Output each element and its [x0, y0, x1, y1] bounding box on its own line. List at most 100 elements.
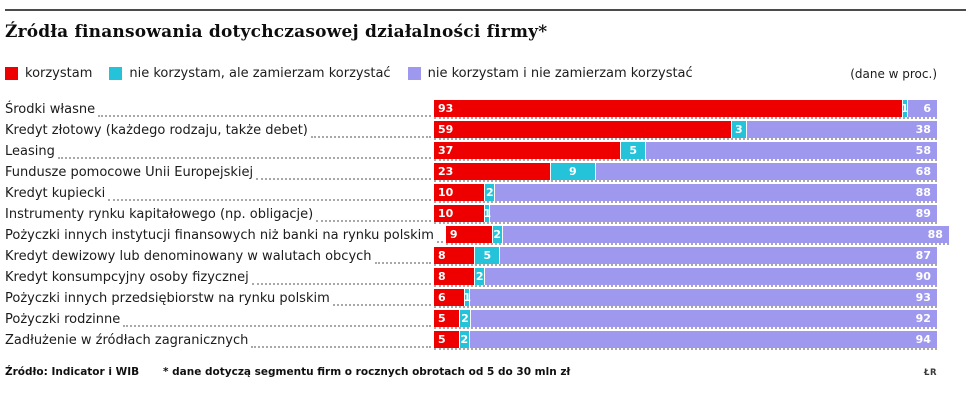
segment-value: 93	[915, 291, 931, 304]
chart-row: Kredyt dewizowy lub denominowany w walut…	[5, 247, 937, 268]
segment-value: 1	[463, 291, 472, 304]
segment-value: 2	[485, 186, 494, 199]
legend: korzystam nie korzystam, ale zamierzam ko…	[5, 66, 937, 81]
segment-value: 5	[483, 249, 492, 262]
bar-track: 23 9 68	[434, 163, 937, 184]
segment-value: 10	[438, 207, 454, 220]
segment-value: 59	[438, 123, 454, 136]
bar-segment: 93	[434, 100, 902, 117]
segment-value: 87	[915, 249, 931, 262]
category-label: Pożyczki innych przedsiębiorstw na rynku…	[5, 291, 330, 306]
bar-track: 37 5 58	[434, 142, 937, 163]
stacked-bar: 6 1 93	[434, 289, 937, 306]
legend-items: korzystam nie korzystam, ale zamierzam ko…	[5, 66, 693, 81]
stacked-bar-chart: Środki własne 93 1 6 Kredyt złotowy (każdego…	[5, 100, 949, 352]
bar-track: 6 1 93	[434, 289, 937, 310]
segment-value: 68	[915, 165, 931, 178]
segment-value: 6	[923, 102, 931, 115]
category-label: Kredyt złotowy (każdego rodzaju, także d…	[5, 123, 308, 138]
bar-segment: 90	[484, 268, 937, 285]
segment-value: 58	[915, 144, 931, 157]
category-label: Pożyczki rodzinne	[5, 312, 121, 327]
chart-row: Pożyczki innych przedsiębiorstw na rynku…	[5, 289, 937, 310]
bar-segment: 1	[483, 205, 491, 222]
legend-item: nie korzystam, ale zamierzam korzystać	[109, 66, 391, 81]
chart-row: Leasing 37 5 58	[5, 142, 937, 163]
segment-value: 38	[915, 123, 931, 136]
bar-segment: 5	[434, 310, 460, 327]
bar-segment: 59	[434, 121, 731, 138]
dotted-leader	[251, 331, 431, 348]
segment-value: 10	[438, 186, 454, 199]
bar-track: 59 3 38	[434, 121, 937, 142]
legend-label: nie korzystam i nie zamierzam korzystać	[427, 66, 693, 81]
bar-segment: 5	[474, 247, 500, 264]
segment-value: 93	[438, 102, 454, 115]
legend-swatch-icon	[109, 67, 123, 80]
bar-segment: 1	[901, 100, 909, 117]
bar-segment: 2	[458, 331, 469, 348]
chart-row: Kredyt złotowy (każdego rodzaju, także d…	[5, 121, 937, 142]
bar-segment: 38	[745, 121, 937, 138]
top-rule	[5, 9, 966, 11]
bar-segment: 58	[645, 142, 937, 159]
bar-segment: 37	[434, 142, 621, 159]
unit-note: (dane w proc.)	[850, 66, 937, 81]
segment-value: 8	[438, 270, 446, 283]
segment-value: 6	[438, 291, 446, 304]
stacked-bar: 5 2 94	[434, 331, 937, 348]
bar-track: 5 2 94	[434, 331, 937, 352]
category-label: Kredyt dewizowy lub denominowany w walut…	[5, 249, 372, 264]
stacked-bar: 5 2 92	[434, 310, 937, 327]
dotted-leader	[251, 268, 431, 285]
bar-segment: 88	[494, 184, 937, 201]
dotted-leader	[374, 247, 431, 264]
legend-swatch-icon	[407, 67, 421, 80]
bar-track: 5 2 92	[434, 310, 937, 331]
bar-segment: 88	[501, 226, 949, 243]
chart-row: Pożyczki rodzinne 5 2 92	[5, 310, 937, 331]
bar-segment: 6	[434, 289, 465, 306]
category-label: Środki własne	[5, 102, 96, 117]
bar-segment: 93	[469, 289, 937, 306]
segment-value: 9	[449, 228, 458, 241]
chart-row: Środki własne 93 1 6	[5, 100, 937, 121]
bar-segment: 92	[469, 310, 937, 327]
chart-row: Pożyczki innych instytucji finansowych n…	[5, 226, 949, 247]
segment-value: 92	[915, 312, 931, 325]
category-label: Kredyt kupiecki	[5, 186, 106, 201]
segment-value: 2	[460, 333, 469, 346]
stacked-bar: 9 2 88	[445, 226, 949, 243]
bar-segment: 9	[549, 163, 595, 180]
category-label: Zadłużenie w źródłach zagranicznych	[5, 333, 249, 348]
bar-segment: 87	[499, 247, 937, 264]
stacked-bar: 10 1 89	[434, 205, 937, 222]
credit-text: ŁR	[923, 368, 937, 378]
source-text: Źródło: Indicator i WIB	[5, 366, 140, 378]
dotted-leader	[256, 163, 431, 180]
legend-label: nie korzystam, ale zamierzam korzystać	[129, 66, 391, 81]
stacked-bar: 8 5 87	[434, 247, 937, 264]
segment-value: 37	[438, 144, 454, 157]
segment-value: 88	[927, 228, 943, 241]
dotted-leader	[108, 184, 431, 201]
footnote-text: * dane dotyczą segmentu firm o rocznych …	[163, 366, 571, 378]
stacked-bar: 59 3 38	[434, 121, 937, 138]
legend-item: nie korzystam i nie zamierzam korzystać	[407, 66, 693, 81]
category-label: Fundusze pomocowe Unii Europejskiej	[5, 165, 254, 180]
bar-track: 93 1 6	[434, 100, 937, 121]
segment-value: 89	[915, 207, 931, 220]
bar-segment: 10	[434, 205, 485, 222]
bar-segment: 8	[434, 247, 475, 264]
dotted-leader	[98, 100, 431, 117]
chart-row: Kredyt konsumpcyjny osoby fizycznej 8 2 90	[5, 268, 937, 289]
segment-value: 8	[438, 249, 446, 262]
bar-segment: 6	[906, 100, 937, 117]
segment-value: 3	[734, 123, 743, 136]
chart-row: Kredyt kupiecki 10 2 88	[5, 184, 937, 205]
segment-value: 90	[915, 270, 931, 283]
bar-segment: 10	[434, 184, 485, 201]
segment-value: 23	[438, 165, 454, 178]
bar-track: 9 2 88	[445, 226, 949, 247]
